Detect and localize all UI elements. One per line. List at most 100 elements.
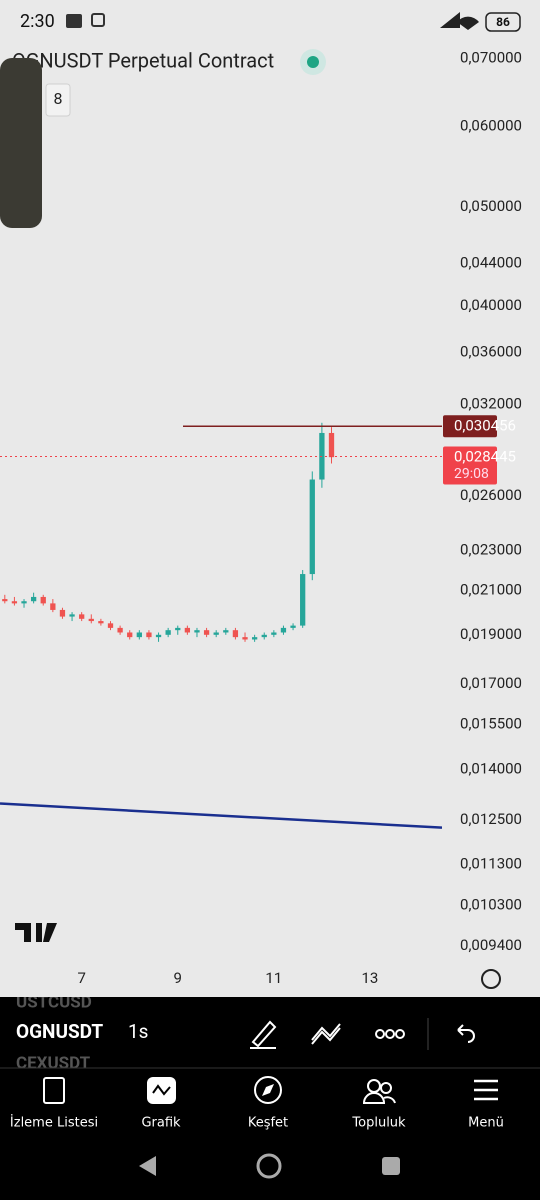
ghost-symbol: CEXUSDT	[16, 1053, 91, 1073]
price-tag	[443, 446, 497, 485]
nav-icon[interactable]	[362, 1079, 396, 1104]
battery	[485, 12, 521, 32]
y-tick-label: 0,019000	[460, 625, 522, 643]
chart-title: OGNUSDT Perpetual Contract	[12, 48, 274, 72]
candle-body	[79, 614, 85, 619]
candle-body	[194, 630, 200, 633]
nav-icon-glyph	[262, 1084, 274, 1096]
candle-body	[2, 599, 8, 602]
plot	[0, 422, 442, 829]
candle-body	[261, 634, 267, 638]
x-tick-label: 9	[174, 969, 182, 987]
y-tick-label: 0,021000	[460, 581, 522, 599]
nav-icon[interactable]	[43, 1077, 65, 1104]
y-tick-label: 0,023000	[460, 540, 522, 558]
toolbar-bg	[0, 997, 540, 1200]
logo	[15, 923, 57, 942]
more-icon[interactable]	[375, 1029, 405, 1039]
nav-label[interactable]: Keşfet	[248, 1116, 288, 1131]
x-tick-label: 7	[77, 969, 85, 987]
nav-label[interactable]: Topluluk	[351, 1116, 406, 1131]
candle-body	[59, 609, 66, 617]
countdown: 29:08	[454, 466, 489, 482]
candle-body	[50, 603, 56, 610]
candle-body	[300, 574, 306, 626]
candle-body	[69, 614, 75, 617]
x-tick-label: 13	[361, 969, 378, 987]
nav-icon[interactable]	[254, 1076, 282, 1104]
y-tick-label: 0,026000	[460, 486, 522, 504]
interval[interactable]: 1s	[128, 1020, 148, 1043]
y-tick-label: 0,010300	[460, 895, 522, 913]
nav-label[interactable]: İzleme Listesi	[10, 1115, 98, 1131]
y-tick-label: 0,009400	[460, 936, 522, 954]
candle-body	[309, 479, 315, 575]
y-tick-label: 0,036000	[460, 342, 522, 360]
nav-label[interactable]: Grafik	[141, 1116, 181, 1131]
system-back[interactable]	[139, 1156, 156, 1176]
y-tick-label: 0,044000	[460, 254, 522, 272]
candle-body	[136, 632, 142, 638]
status-icon	[66, 14, 82, 28]
candle-body	[290, 625, 296, 628]
status-dot	[307, 56, 319, 68]
candle-body	[175, 627, 181, 631]
candle-body	[127, 632, 133, 638]
candle-body	[40, 596, 46, 604]
wifi	[457, 16, 479, 30]
y-tick-label: 0,032000	[460, 394, 522, 412]
y-tick-label: 0,015500	[460, 715, 522, 733]
symbol[interactable]: OGNUSDT	[16, 1020, 103, 1043]
x-tick-label: 11	[265, 969, 282, 987]
y-tick-label: 0,011300	[460, 854, 522, 872]
badge-text: 8	[54, 89, 63, 108]
draw-icon[interactable]	[250, 1020, 277, 1049]
signal	[440, 12, 460, 28]
nav-icon-glyph	[152, 1084, 171, 1096]
trend-line	[0, 802, 442, 829]
price-tag	[443, 415, 497, 438]
video-overlay[interactable]	[0, 58, 42, 228]
candle-body	[107, 623, 114, 628]
candle-body	[328, 432, 335, 458]
candle-body	[232, 630, 239, 638]
candle-body	[11, 601, 18, 604]
y-tick-label: 0,040000	[460, 296, 522, 314]
ghost-symbol: USTCUSD	[16, 992, 92, 1012]
undo-icon[interactable]	[457, 1024, 475, 1043]
y-tick-label: 0,050000	[460, 197, 522, 215]
y-tick-label: 0,012500	[460, 810, 522, 828]
nav-icon[interactable]	[474, 1079, 498, 1101]
candle-body	[88, 618, 94, 622]
candle-body	[280, 627, 287, 633]
y-tick-label: 0,070000	[460, 49, 522, 67]
candle-body	[146, 632, 152, 638]
y-tick-label: 0,060000	[460, 117, 522, 135]
candle-body	[213, 632, 219, 635]
candle-body	[165, 630, 171, 635]
candle-body	[117, 627, 123, 633]
candle-body	[203, 630, 210, 635]
candle-body	[251, 637, 258, 640]
status-icon	[91, 13, 105, 27]
system-home[interactable]	[256, 1153, 282, 1179]
candle-body	[184, 627, 191, 633]
candle-body	[21, 601, 27, 604]
indicator-icon[interactable]	[311, 1023, 341, 1045]
badge	[45, 83, 71, 117]
candle-body	[155, 634, 162, 638]
candle-body	[30, 596, 37, 602]
y-tick-label: 0,014000	[460, 760, 522, 778]
candle-body	[223, 630, 229, 633]
price-tag-label: 0,028445	[454, 447, 516, 465]
price-tag-label: 0,030456	[454, 416, 516, 434]
candle-body	[98, 621, 104, 624]
system-recents[interactable]	[382, 1157, 400, 1175]
settings-icon[interactable]	[481, 969, 501, 989]
y-tick-label: 0,017000	[460, 674, 522, 692]
candle-body	[271, 632, 277, 635]
nav-label[interactable]: Menü	[468, 1116, 504, 1131]
clock: 2:30	[20, 11, 55, 32]
candle-body	[242, 637, 248, 640]
